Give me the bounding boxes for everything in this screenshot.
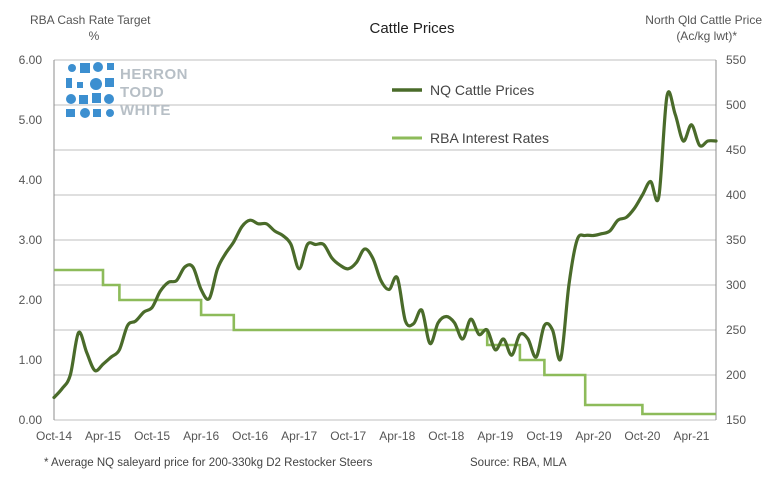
left-tick-label: 3.00 [19, 233, 43, 247]
x-tick-label: Oct-16 [232, 429, 268, 443]
logo-fragment [79, 95, 88, 104]
x-tick-label: Oct-17 [330, 429, 366, 443]
logo-text-line2: TODD [120, 84, 164, 101]
logo-fragment [66, 109, 75, 117]
right-axis-ticks: 150 200 250 300 350 400 450 500 550 [726, 53, 746, 427]
right-axis-title-line2: (Ac/kg lwt)* [676, 29, 737, 43]
chart-title: Cattle Prices [369, 20, 454, 37]
right-tick-label: 150 [726, 413, 746, 427]
logo-fragment [66, 94, 76, 104]
series-line-nq-cattle-prices [52, 90, 718, 400]
right-tick-label: 350 [726, 233, 746, 247]
logo-fragment [90, 78, 102, 90]
x-tick-label: Oct-19 [526, 429, 562, 443]
logo-fragment [92, 93, 101, 103]
x-tick-label: Apr-21 [673, 429, 709, 443]
herron-todd-white-logo: HERRON TODD WHITE [66, 62, 188, 119]
logo-fragment [106, 109, 114, 117]
left-tick-label: 4.00 [19, 173, 43, 187]
logo-fragment [105, 78, 114, 87]
left-axis-title-line2: % [89, 29, 100, 43]
x-tick-label: Oct-18 [428, 429, 464, 443]
logo-fragment [80, 63, 90, 73]
logo-text-line1: HERRON [120, 66, 188, 83]
right-axis-title-line1: North Qld Cattle Price [645, 13, 762, 27]
right-tick-label: 250 [726, 323, 746, 337]
x-axis-ticks: Oct-14 Apr-15 Oct-15 Apr-16 Oct-16 Apr-17 Oct-… [36, 429, 710, 443]
left-axis-title-line1: RBA Cash Rate Target [30, 13, 151, 27]
left-axis-ticks: 0.00 1.00 2.00 3.00 4.00 5.00 6.00 [19, 53, 43, 427]
series-line-rba-interest-rates [54, 268, 716, 416]
source-note: Source: RBA, MLA [470, 457, 567, 469]
x-tick-label: Oct-15 [134, 429, 170, 443]
logo-fragment [77, 82, 83, 88]
logo-fragment [68, 64, 76, 72]
legend-label-nq-cattle-prices: NQ Cattle Prices [430, 82, 534, 98]
logo-fragment [66, 78, 72, 88]
x-tick-label: Apr-17 [281, 429, 317, 443]
footnote: * Average NQ saleyard price for 200-330k… [44, 457, 373, 469]
x-tick-label: Apr-16 [183, 429, 219, 443]
left-tick-label: 0.00 [19, 413, 43, 427]
logo-mark [66, 62, 114, 118]
x-tick-label: Apr-15 [85, 429, 121, 443]
right-tick-label: 200 [726, 368, 746, 382]
x-tick-label: Apr-18 [379, 429, 415, 443]
x-tick-label: Oct-20 [624, 429, 660, 443]
logo-fragment [93, 109, 101, 117]
legend-label-rba-interest-rates: RBA Interest Rates [430, 130, 549, 146]
right-tick-label: 550 [726, 53, 746, 67]
logo-text-line3: WHITE [120, 102, 171, 119]
series-lines [52, 90, 718, 416]
x-tick-label: Oct-14 [36, 429, 72, 443]
logo-fragment [80, 108, 90, 118]
right-tick-label: 300 [726, 278, 746, 292]
legend: NQ Cattle Prices RBA Interest Rates [392, 82, 549, 146]
x-tick-label: Apr-19 [477, 429, 513, 443]
logo-fragment [107, 63, 114, 70]
right-tick-label: 450 [726, 143, 746, 157]
logo-fragment [104, 94, 114, 104]
left-tick-label: 2.00 [19, 293, 43, 307]
logo-fragment [93, 62, 103, 72]
left-tick-label: 6.00 [19, 53, 43, 67]
left-tick-label: 5.00 [19, 113, 43, 127]
right-tick-label: 400 [726, 188, 746, 202]
x-tick-label: Apr-20 [575, 429, 611, 443]
left-tick-label: 1.00 [19, 353, 43, 367]
right-tick-label: 500 [726, 98, 746, 112]
